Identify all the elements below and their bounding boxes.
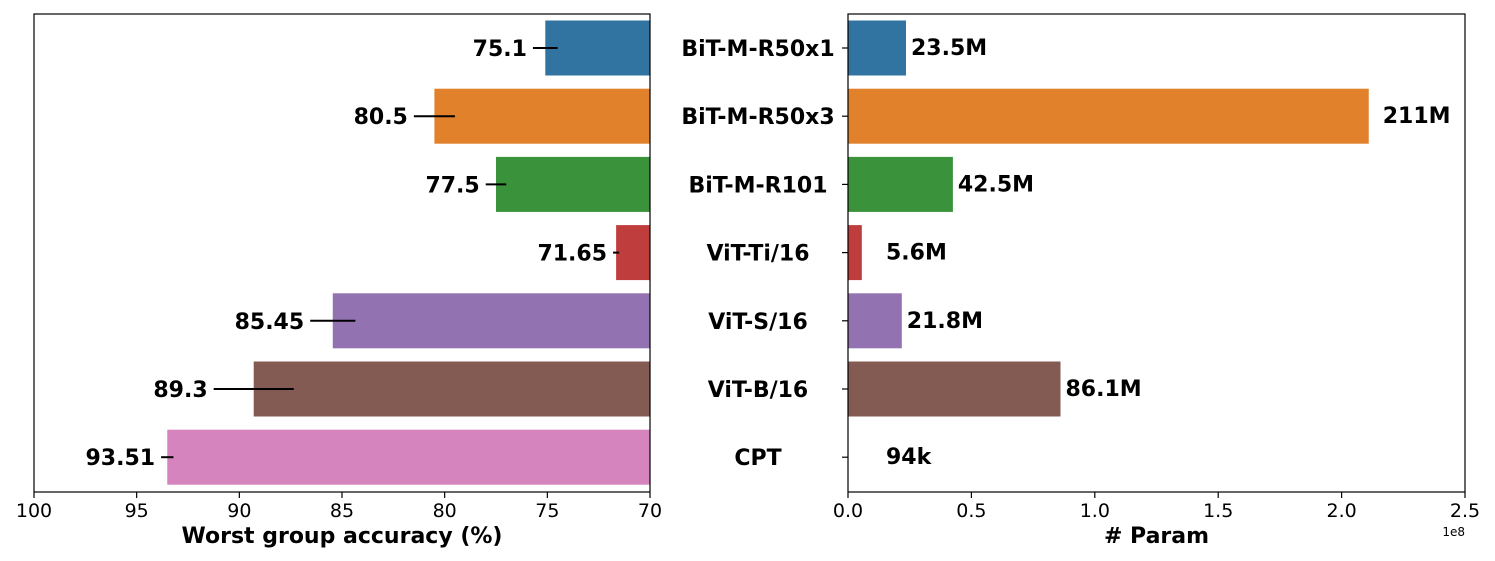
param-value-label: 86.1M [1065,377,1141,402]
param-value-label: 211M [1383,104,1451,129]
model-name-label: ViT-Ti/16 [706,242,809,267]
param-bar [848,225,862,281]
x-tick-label: 95 [125,500,149,522]
x-tick-label: 0.0 [833,500,863,522]
accuracy-value-label: 89.3 [153,378,207,403]
accuracy-bar [545,20,650,76]
x-tick-label: 75 [535,500,559,522]
model-name-label: BiT-M-R50x1 [681,37,834,62]
param-value-label: 23.5M [911,36,987,61]
x-tick-label: 0.5 [956,500,986,522]
accuracy-bar [167,429,650,485]
x-tick-label: 80 [433,500,457,522]
accuracy-value-label: 93.51 [86,446,156,471]
x-tick-label: 2.0 [1326,500,1356,522]
x-tick-label: 1.0 [1080,500,1110,522]
model-name-label: ViT-B/16 [708,378,809,403]
param-bar [848,156,953,212]
x-axis-title: Worst group accuracy (%) [182,524,503,549]
param-bar [848,293,902,349]
accuracy-value-label: 75.1 [473,37,527,62]
x-tick-label: 90 [227,500,251,522]
param-bar [848,20,906,76]
accuracy-bar [253,361,650,417]
accuracy-value-label: 80.5 [354,105,408,130]
model-name-label: BiT-M-R101 [688,173,827,198]
param-value-label: 42.5M [958,172,1034,197]
left-panel: 75.1 80.5 77.5 71.65 85.45 89.3 93.51 100 95 90 85… [16,13,662,549]
param-value-label: 5.6M [886,241,947,266]
param-bar [848,88,1369,144]
right-axes-frame [847,13,1466,493]
accuracy-bar [616,225,650,281]
x-tick-label: 85 [330,500,354,522]
accuracy-bar [332,293,650,349]
model-name-label: ViT-S/16 [708,310,808,335]
right-panel: 23.5M BiT-M-R50x1 211M BiT-M-R50x3 42.5M BiT-… [681,13,1480,549]
model-name-label: CPT [734,446,781,471]
param-bar [848,361,1061,417]
accuracy-bar [434,88,650,144]
x-tick-label: 1.5 [1203,500,1233,522]
param-value-label: 21.8M [907,309,983,334]
x-axis-title: # Param [1104,524,1209,549]
accuracy-value-label: 77.5 [425,173,479,198]
x-tick-label: 70 [638,500,662,522]
model-name-label: BiT-M-R50x3 [681,105,834,130]
accuracy-bar [496,156,650,212]
param-value-label: 94k [886,445,933,470]
accuracy-value-label: 85.45 [235,310,305,335]
x-tick-label: 2.5 [1450,500,1480,522]
x-axis-offset-label: 1e8 [1442,525,1465,539]
x-tick-label: 100 [16,500,52,522]
accuracy-value-label: 71.65 [537,242,607,267]
